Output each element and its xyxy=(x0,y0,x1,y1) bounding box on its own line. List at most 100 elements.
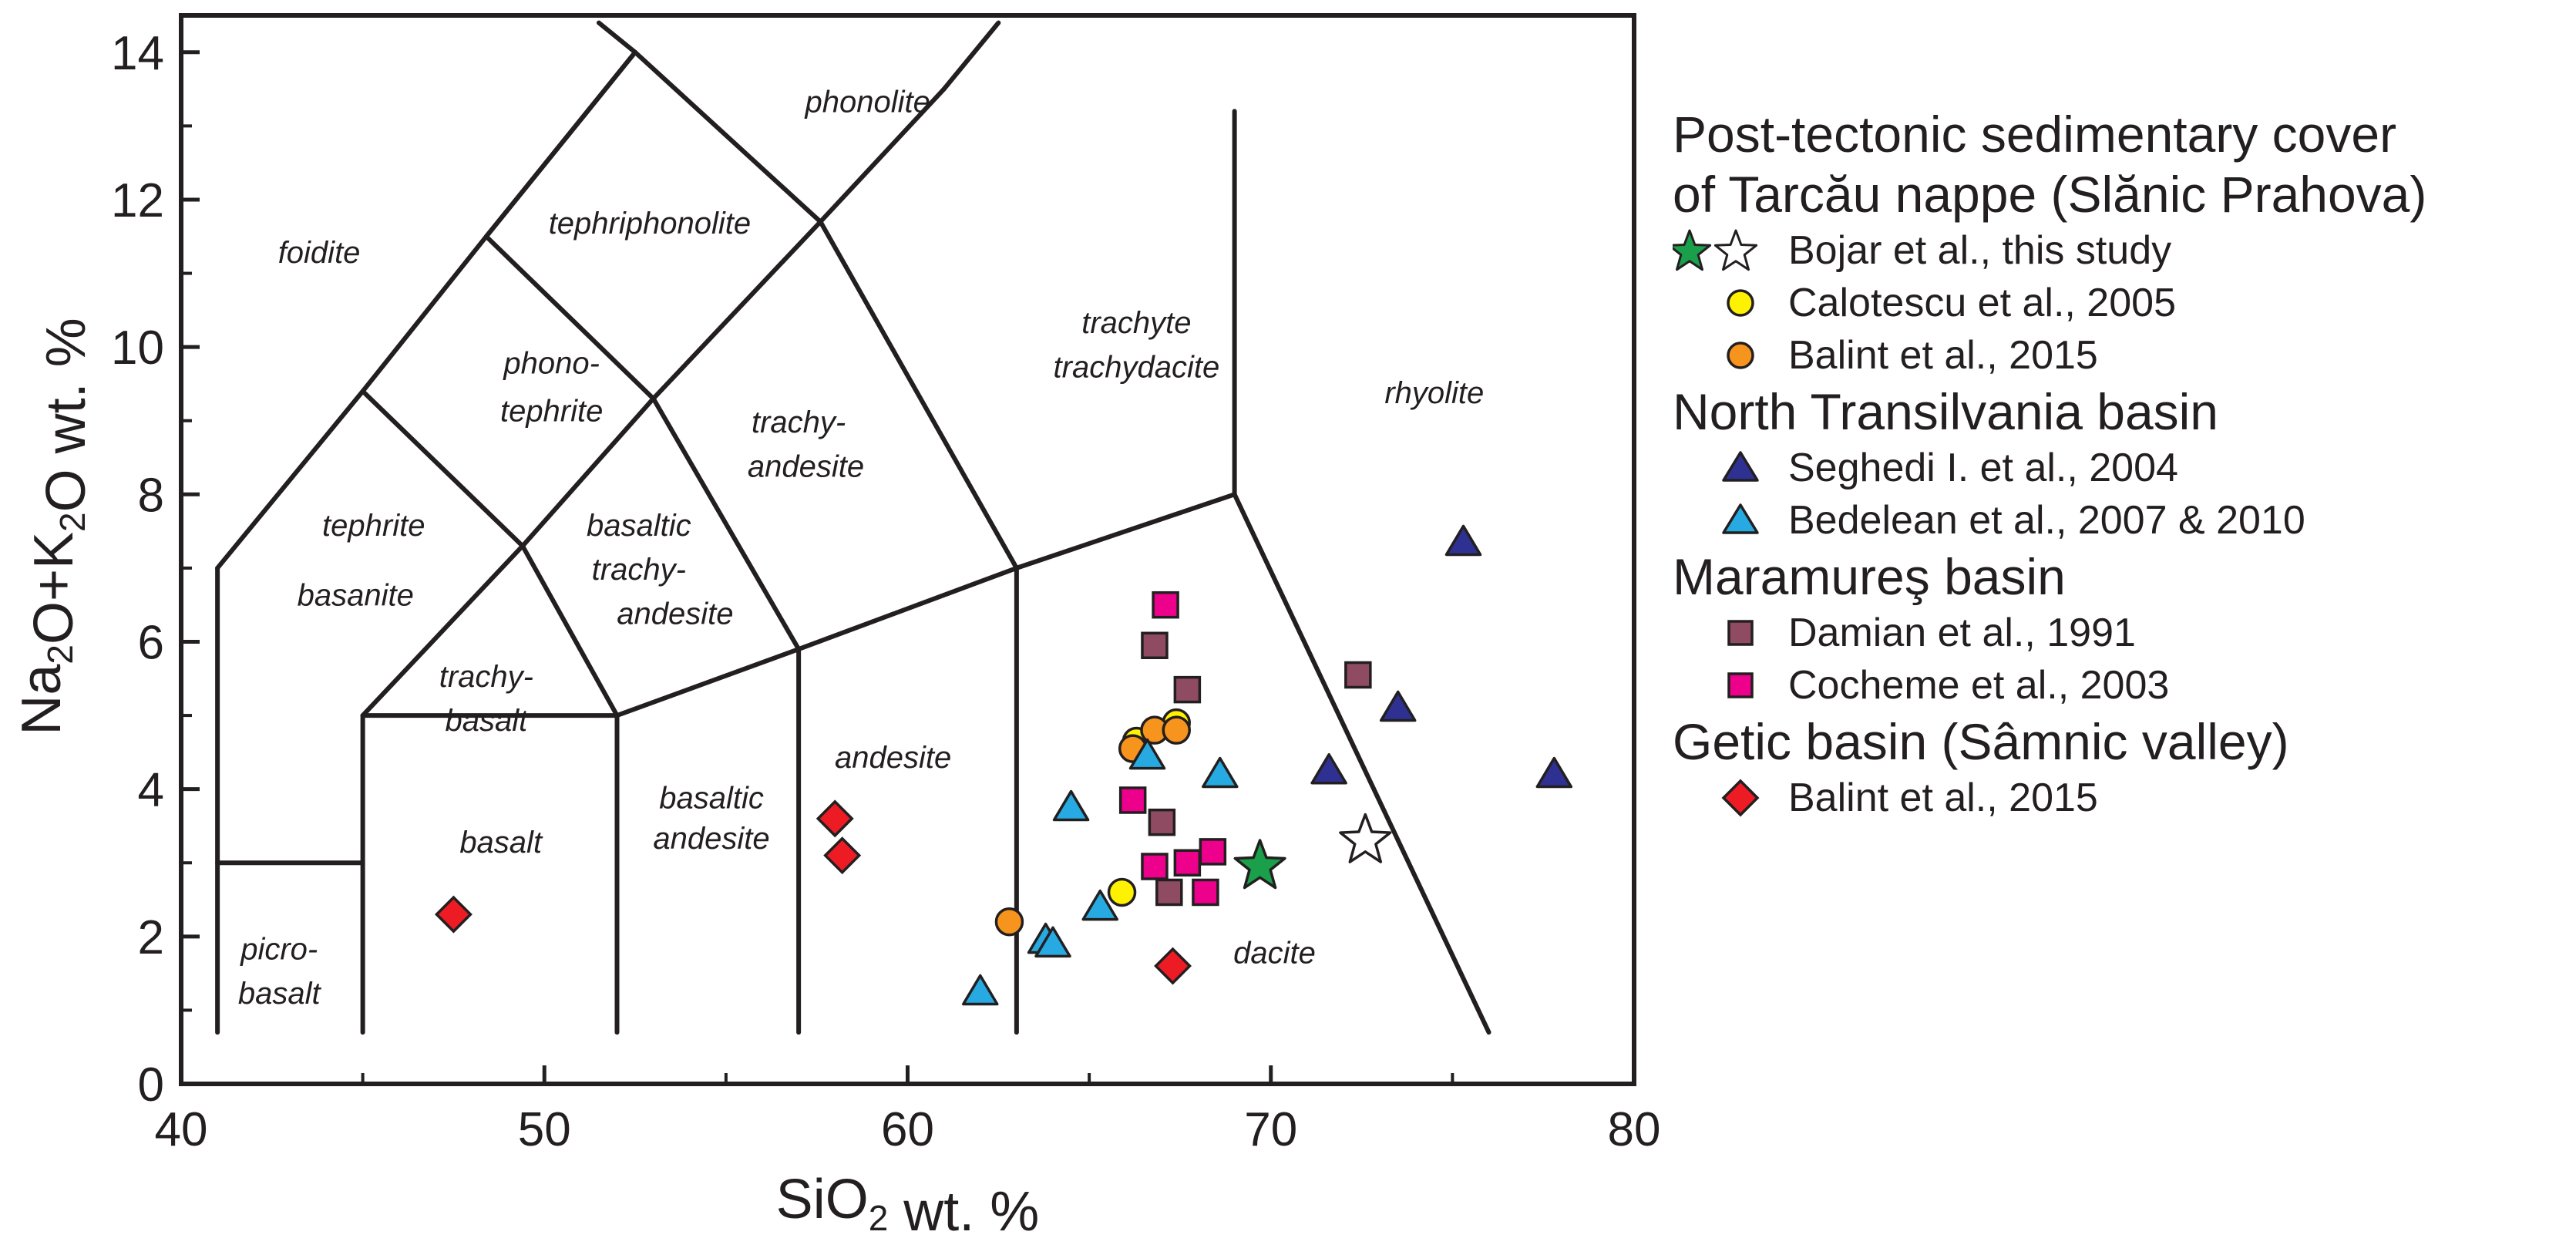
y-tick-label: 12 xyxy=(111,174,164,227)
data-point-triangle xyxy=(1202,756,1239,789)
field-boundary-line xyxy=(1014,492,1237,570)
x-tick-label: 60 xyxy=(881,1103,934,1156)
data-point-triangle xyxy=(1444,524,1482,557)
data-point-square xyxy=(1118,786,1147,814)
data-point-triangle xyxy=(1310,753,1347,785)
legend-item-label: Balint et al., 2015 xyxy=(1788,776,2098,820)
y-tick-label: 0 xyxy=(138,1058,164,1112)
legend-item: Damian et al., 1991 xyxy=(1673,607,2567,659)
field-boundary-line xyxy=(520,543,620,718)
data-point-square xyxy=(1152,591,1179,619)
legend-group-title: North Transilvania basin xyxy=(1673,383,2219,440)
legend-group: Getic basin (Sâmnic valley) Balint et al.… xyxy=(1673,712,2567,824)
legend-item-label: Damian et al., 1991 xyxy=(1788,611,2136,655)
legend-group-title: Getic basin (Sâmnic valley) xyxy=(1673,713,2289,770)
data-point-triangle xyxy=(962,974,999,1006)
data-point-diamond xyxy=(434,895,472,934)
axis-titles: SiO2 wt. % Na2O+K2O wt. % xyxy=(11,318,1039,1243)
data-point-diamond xyxy=(1154,947,1192,985)
field-boundary-line xyxy=(360,234,489,394)
field-boundary-line xyxy=(941,20,1001,92)
field-boundary-line xyxy=(483,234,656,402)
data-point-square xyxy=(1173,675,1202,704)
field-label: basaltic xyxy=(587,509,691,543)
field-boundary-line xyxy=(360,543,525,718)
legend-item-label: Seghedi I. et al., 2004 xyxy=(1788,446,2178,490)
triangle-marker-icon xyxy=(1673,445,1788,491)
data-point-triangle xyxy=(1034,926,1071,958)
star-pair-marker-icon xyxy=(1673,227,1788,274)
circle-marker-icon xyxy=(1673,332,1788,379)
field-label: tephrite xyxy=(322,509,425,543)
field-label: rhyolite xyxy=(1384,376,1484,410)
legend-item-label: Bojar et al., this study xyxy=(1788,228,2172,273)
field-label: andesite xyxy=(653,822,769,856)
field-label: basalt xyxy=(445,704,529,738)
y-axis-title: Na2O+K2O wt. % xyxy=(11,318,97,735)
y-tick-label: 2 xyxy=(138,911,164,964)
data-point-circle xyxy=(1107,877,1137,907)
x-tick-label: 40 xyxy=(155,1103,208,1156)
legend-group: Maramureş basin Damian et al., 1991 Cochem… xyxy=(1673,547,2567,712)
data-point-square xyxy=(1192,878,1219,907)
data-point-square xyxy=(1141,631,1169,660)
data-point-diamond xyxy=(816,799,854,838)
field-label: tephriphonolite xyxy=(549,207,751,241)
legend-group: Post-tectonic sedimentary cover of Tarcău… xyxy=(1673,104,2567,382)
field-boundary-line xyxy=(818,86,947,224)
y-tick-label: 6 xyxy=(138,616,164,669)
legend-item: Calotescu et al., 2005 xyxy=(1673,277,2567,329)
field-label: trachy- xyxy=(439,660,533,694)
x-axis-title: SiO2 wt. % xyxy=(776,1169,1040,1243)
data-point-triangle xyxy=(1379,690,1417,722)
data-point-circle xyxy=(994,907,1024,937)
field-boundary-line xyxy=(1232,492,1491,1035)
data-point-square xyxy=(1148,808,1176,836)
tas-field-labels: foidite phonolite tephriphonolite phono-tep… xyxy=(238,85,1484,1011)
field-label: tephrite xyxy=(500,395,603,429)
legend-group: North Transilvania basin Seghedi I. et al… xyxy=(1673,382,2567,547)
data-point-square xyxy=(1155,878,1183,907)
circle-marker-icon xyxy=(1673,280,1788,326)
data-point-triangle xyxy=(1535,756,1573,789)
x-axis: 40 50 60 70 80 xyxy=(155,1065,1660,1156)
field-label: basanite xyxy=(298,579,414,613)
field-boundary-line xyxy=(483,49,638,239)
field-label: trachy- xyxy=(752,405,846,439)
tas-field-boundaries xyxy=(215,20,1491,1035)
field-boundary-line xyxy=(633,49,823,224)
y-tick-label: 10 xyxy=(111,321,164,375)
field-label: trachy- xyxy=(592,553,686,587)
y-tick-label: 4 xyxy=(138,764,164,817)
field-boundary-line xyxy=(651,219,823,402)
field-label: basaltic xyxy=(659,782,764,816)
legend-item: Seghedi I. et al., 2004 xyxy=(1673,442,2567,494)
field-boundary-line xyxy=(215,389,365,570)
field-label: andesite xyxy=(835,741,951,775)
field-label: trachydacite xyxy=(1054,350,1220,384)
y-tick-label: 8 xyxy=(138,469,164,522)
field-label: foidite xyxy=(278,236,361,270)
field-label: basalt xyxy=(459,826,543,860)
diamond-marker-icon xyxy=(1673,775,1788,821)
data-point-circle xyxy=(1162,715,1191,745)
legend-item-label: Cocheme et al., 2003 xyxy=(1788,663,2170,708)
data-point-square xyxy=(1141,853,1169,880)
data-point-square xyxy=(1344,661,1372,689)
data-point-triangle xyxy=(1052,789,1090,822)
legend-item: Balint et al., 2015 xyxy=(1673,772,2567,824)
field-label: picro- xyxy=(240,933,318,967)
field-boundary-line xyxy=(796,565,1019,652)
field-label: phonolite xyxy=(804,85,930,119)
square-marker-icon xyxy=(1673,610,1788,656)
data-point-triangle xyxy=(1081,889,1119,921)
data-point-diamond xyxy=(823,836,862,875)
field-label: trachyte xyxy=(1081,306,1191,340)
legend-group-title: Post-tectonic sedimentary cover xyxy=(1673,106,2397,163)
plot-frame xyxy=(179,13,1636,1086)
legend-item-label: Balint et al., 2015 xyxy=(1788,333,2098,378)
field-boundary-line xyxy=(360,389,525,549)
field-boundary-line xyxy=(520,396,656,549)
